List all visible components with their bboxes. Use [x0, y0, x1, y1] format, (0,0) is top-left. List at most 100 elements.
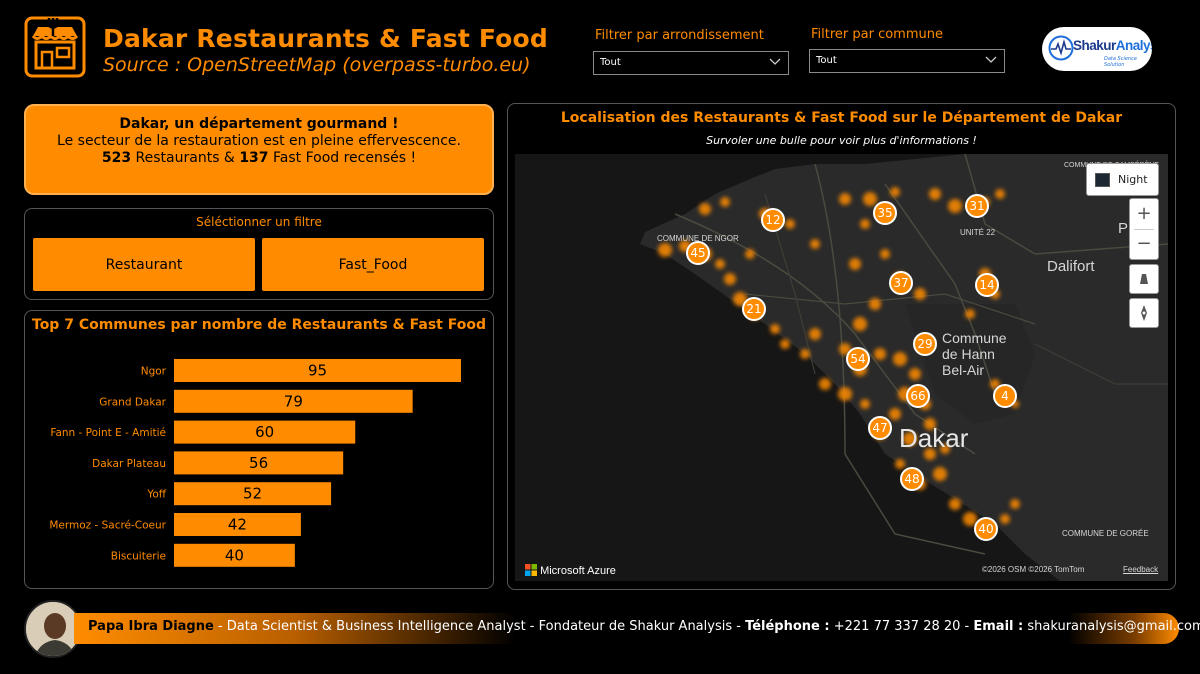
- svg-text:29: 29: [917, 337, 932, 351]
- svg-text:45: 45: [690, 246, 705, 260]
- map-base-svg: 12 35 31 45 37 14 21 29 54 66 4 47 48 40: [515, 154, 1168, 581]
- commune-select[interactable]: Tout: [809, 49, 1005, 73]
- map-cluster-bubble[interactable]: 29: [913, 332, 937, 356]
- email-label: Email :: [973, 619, 1024, 634]
- svg-text:21: 21: [746, 302, 761, 316]
- author-role: - Data Scientist & Business Intelligence…: [213, 619, 746, 634]
- map-cluster-bubble[interactable]: 54: [846, 347, 870, 371]
- map-cluster-bubble[interactable]: 21: [742, 297, 766, 321]
- svg-text:66: 66: [910, 389, 925, 403]
- zoom-control: + −: [1129, 198, 1159, 260]
- bar[interactable]: [174, 389, 413, 413]
- pitch-icon: [1140, 274, 1148, 284]
- compass-icon: [1141, 305, 1147, 321]
- map-cluster-bubble[interactable]: 12: [761, 208, 785, 232]
- analytics-wave-icon: [1048, 35, 1074, 61]
- map-cluster-bubble[interactable]: 47: [868, 416, 892, 440]
- bar[interactable]: [174, 513, 301, 536]
- arrondissement-select-value: Tout: [600, 57, 621, 68]
- bar-category-label: Dakar Plateau: [92, 458, 166, 470]
- map-label-unite22: UNITÉ 22: [960, 228, 996, 237]
- microsoft-azure-logo: Microsoft Azure: [525, 564, 616, 577]
- summary-banner: Dakar, un département gourmand ! Le sect…: [24, 104, 494, 195]
- map-style-label: Night: [1118, 173, 1148, 186]
- map-label-goree: COMMUNE DE GORÉE: [1062, 529, 1149, 538]
- map-label-ngor: COMMUNE DE NGOR: [657, 234, 739, 243]
- pitch-button[interactable]: [1129, 264, 1159, 294]
- microsoft-logo-icon: [525, 564, 537, 576]
- map-cluster-bubble[interactable]: 66: [906, 384, 930, 408]
- svg-text:47: 47: [872, 421, 887, 435]
- map-attribution: ©2026 OSM ©2026 TomTom: [982, 565, 1085, 574]
- map-cluster-bubble[interactable]: 35: [873, 201, 897, 225]
- banner-headline: Dakar, un département gourmand !: [119, 116, 399, 132]
- map-label-dakar: Dakar: [899, 423, 969, 453]
- bar-value-label: 52: [243, 485, 262, 503]
- page-title: Dakar Restaurants & Fast Food: [103, 24, 549, 53]
- map-subtitle: Survoler une bulle pour voir plus d'info…: [706, 134, 977, 147]
- commune-select-value: Tout: [816, 55, 837, 66]
- map-cluster-bubble[interactable]: 14: [975, 273, 999, 297]
- bar-category-label: Grand Dakar: [99, 396, 166, 408]
- arrondissement-select[interactable]: Tout: [593, 51, 789, 75]
- svg-text:4: 4: [1001, 389, 1009, 403]
- zoom-out-button[interactable]: −: [1136, 233, 1152, 254]
- bar[interactable]: [174, 420, 356, 444]
- bar-category-label: Biscuiterie: [111, 550, 166, 562]
- commune-filter-label: Filtrer par commune: [811, 27, 943, 42]
- svg-text:48: 48: [904, 472, 919, 486]
- chevron-down-icon: [985, 56, 997, 63]
- bar-value-label: 56: [249, 454, 268, 472]
- svg-text:14: 14: [979, 278, 994, 292]
- map-cluster-bubble[interactable]: 4: [993, 384, 1017, 408]
- svg-text:35: 35: [877, 206, 892, 220]
- chevron-down-icon: [769, 58, 781, 65]
- bar-category-label: Fann - Point E - Amitié: [50, 427, 166, 439]
- phone-label: Téléphone :: [745, 619, 830, 634]
- phone-number: +221 77 337 28 20 -: [829, 619, 974, 634]
- banner-line: Le secteur de la restauration est en ple…: [57, 133, 461, 149]
- email-address[interactable]: shakuranalysis@gmail.com: [1023, 619, 1200, 634]
- map-cluster-bubble[interactable]: 48: [900, 467, 924, 491]
- map-cluster-bubble[interactable]: 40: [974, 517, 998, 541]
- bar[interactable]: [174, 543, 295, 567]
- map-cluster-bubble[interactable]: 45: [686, 241, 710, 265]
- slicer-fastfood-button[interactable]: Fast_Food: [262, 238, 484, 291]
- svg-text:54: 54: [850, 352, 865, 366]
- map-feedback-link[interactable]: Feedback: [1123, 565, 1159, 574]
- slicer-restaurant-button[interactable]: Restaurant: [33, 238, 255, 291]
- compass-button[interactable]: [1129, 298, 1159, 328]
- bar-category-label: Mermoz - Sacré-Coeur: [49, 520, 166, 532]
- bar-value-label: 60: [255, 423, 274, 441]
- bar-value-label: 79: [284, 392, 303, 410]
- author-photo: [26, 602, 80, 656]
- svg-text:31: 31: [969, 199, 984, 213]
- slicer-title: Séléctionner un filtre: [196, 215, 322, 229]
- bar-value-label: 40: [225, 546, 244, 564]
- bar-category-label: Ngor: [141, 366, 167, 378]
- bar-value-label: 95: [308, 362, 327, 380]
- bar[interactable]: [174, 451, 344, 475]
- map-cluster-bubble[interactable]: 31: [965, 194, 989, 218]
- bar[interactable]: [174, 482, 332, 506]
- banner-counts: 523 Restaurants & 137 Fast Food recensés…: [101, 150, 417, 166]
- footer-bar: Papa Ibra Diagne - Data Scientist & Busi…: [74, 613, 1200, 644]
- top-communes-chart: Top 7 Communes par nombre de Restaurants…: [24, 310, 494, 589]
- zoom-divider: [1134, 229, 1154, 230]
- arrondissement-filter-label: Filtrer par arrondissement: [595, 28, 764, 43]
- bar-chart-svg: Ngor 95 Grand Dakar 79 Fann - Point E - Amit…: [49, 359, 461, 567]
- chart-title: Top 7 Communes par nombre de Restaurants…: [32, 317, 486, 333]
- restaurant-store-icon: [22, 14, 88, 80]
- filter-slicer: Séléctionner un filtre Restaurant Fast_F…: [24, 208, 494, 300]
- author-name: Papa Ibra Diagne: [88, 619, 214, 634]
- map-style-button[interactable]: Night: [1086, 163, 1159, 196]
- brand-tagline: Data Science Solution: [1104, 56, 1137, 68]
- night-style-icon: [1095, 173, 1110, 187]
- map-label-hann: Commune de Hann Bel-Air: [942, 330, 1007, 378]
- zoom-in-button[interactable]: +: [1136, 203, 1152, 224]
- bar[interactable]: [174, 359, 461, 382]
- map-cluster-bubble[interactable]: 37: [889, 271, 913, 295]
